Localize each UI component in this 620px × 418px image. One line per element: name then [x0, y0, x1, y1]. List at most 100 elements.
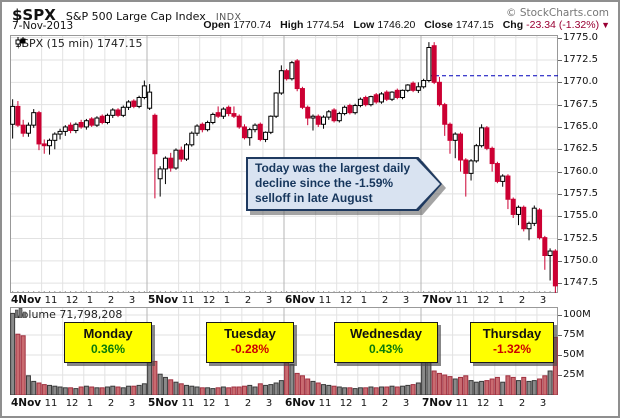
price-axis-label: 1750.0 [563, 254, 598, 266]
time-axis-hour-label: 3 [402, 295, 410, 306]
volume-bar-up [141, 383, 147, 395]
candle-down [115, 109, 121, 116]
candle-up [479, 127, 485, 147]
candle-down [442, 104, 448, 125]
callout-line-2: decline since the -1.59% [255, 176, 394, 190]
candle-down [257, 123, 263, 140]
volume-bar-up [357, 387, 363, 395]
candle-down [510, 198, 516, 215]
volume-bar-up [415, 382, 421, 395]
volume-bar-down [299, 375, 305, 395]
candle-down [458, 133, 464, 161]
volume-bar-up [73, 388, 79, 395]
candle-down [537, 209, 543, 239]
price-axis-label: 1760.0 [563, 165, 598, 177]
volume-bars-icon [15, 308, 26, 318]
volume-bar-down [537, 378, 543, 395]
price-axis-label: 1772.5 [563, 53, 598, 65]
volume-bar-down [78, 386, 84, 395]
time-axis-hour-label: 12 [339, 295, 353, 306]
volume-bar-down [494, 376, 500, 395]
candle-up [263, 131, 269, 140]
candle-down [410, 82, 416, 91]
candle-down [305, 106, 311, 119]
volume-bar-down [458, 376, 464, 395]
volume-bar-up [47, 384, 53, 395]
down-triangle-icon: ▼ [601, 20, 610, 30]
price-axis-label: 1747.5 [563, 277, 598, 289]
volume-bar-down [510, 376, 516, 395]
candle-up [268, 115, 274, 133]
day-box-wednesday-name: Wednesday [349, 326, 422, 341]
time-axis-hour-label: 2 [244, 295, 252, 306]
candle-down [284, 70, 290, 80]
volume-bar-up [531, 380, 537, 395]
volume-bar-up [479, 380, 485, 395]
chg-label: Chg [502, 19, 524, 31]
callout-line-1: Today was the largest daily [255, 161, 411, 175]
volume-bar-up [452, 378, 458, 395]
candle-down [68, 124, 74, 132]
candle-down [463, 159, 469, 174]
time-axis-hour-label: 11 [44, 398, 58, 409]
volume-bar-up [547, 370, 553, 395]
volume-bar-down [394, 386, 400, 395]
volume-bar-up [368, 386, 374, 395]
candle-up [62, 126, 68, 132]
price-chart-svg [10, 35, 558, 293]
time-axis-hour-label: 12 [339, 398, 353, 409]
volume-bar-down [521, 376, 527, 395]
candle-up [173, 149, 179, 169]
time-axis-hour-label: 2 [381, 398, 389, 409]
candle-up [141, 85, 147, 98]
candle-down [299, 88, 305, 108]
time-axis-hour-label: 11 [181, 398, 195, 409]
volume-bar-up [500, 381, 506, 395]
volume-bar-up [25, 375, 31, 395]
volume-bar-up [220, 386, 226, 395]
chart-date: 7-Nov-2013 [12, 20, 74, 32]
index-name: S&P 500 Large Cap Index [65, 10, 206, 23]
candle-down [89, 118, 95, 126]
time-axis-hour-label: 12 [65, 295, 79, 306]
volume-chart-svg [10, 307, 558, 395]
volume-bar-down [505, 375, 511, 395]
candle-down [542, 237, 548, 257]
candle-down [199, 123, 205, 131]
volume-bar-down [99, 387, 105, 395]
volume-bar-down [363, 387, 369, 395]
volume-bar-down [347, 387, 353, 395]
high-value: 1774.54 [306, 19, 345, 31]
volume-bar-up [162, 376, 168, 395]
candle-down [494, 163, 500, 182]
time-axis-hour-label: 2 [381, 295, 389, 306]
volume-bar-up [400, 385, 406, 395]
candle-up [83, 120, 89, 128]
candle-up [321, 116, 327, 125]
candle-up [473, 145, 479, 162]
volume-bar-down [36, 382, 42, 395]
volume-bar-up [247, 384, 253, 395]
candle-up [252, 124, 258, 131]
volume-bar-down [431, 370, 437, 395]
time-axis-hour-label: 2 [518, 295, 526, 306]
callout-background [248, 159, 440, 209]
volume-bar-up [62, 387, 68, 395]
volume-bar-down [241, 385, 247, 395]
candle-down [294, 60, 300, 90]
price-axis-tick [558, 37, 562, 39]
volume-bar-up [378, 386, 384, 395]
candle-down [36, 112, 42, 145]
volume-bar-down [168, 379, 174, 395]
volume-panel-label: Volume 71,798,208 [15, 308, 122, 321]
candle-up [378, 93, 384, 103]
candle-up [468, 160, 474, 174]
candle-up [220, 108, 226, 117]
volume-bar-up [515, 380, 521, 395]
callout-text: Today was the largest daily decline sinc… [255, 161, 410, 206]
volume-bar-down [152, 360, 158, 395]
candle-up [136, 96, 142, 107]
header-title-row: $SPX S&P 500 Large Cap Index INDX [12, 5, 242, 24]
candle-up [25, 124, 31, 134]
